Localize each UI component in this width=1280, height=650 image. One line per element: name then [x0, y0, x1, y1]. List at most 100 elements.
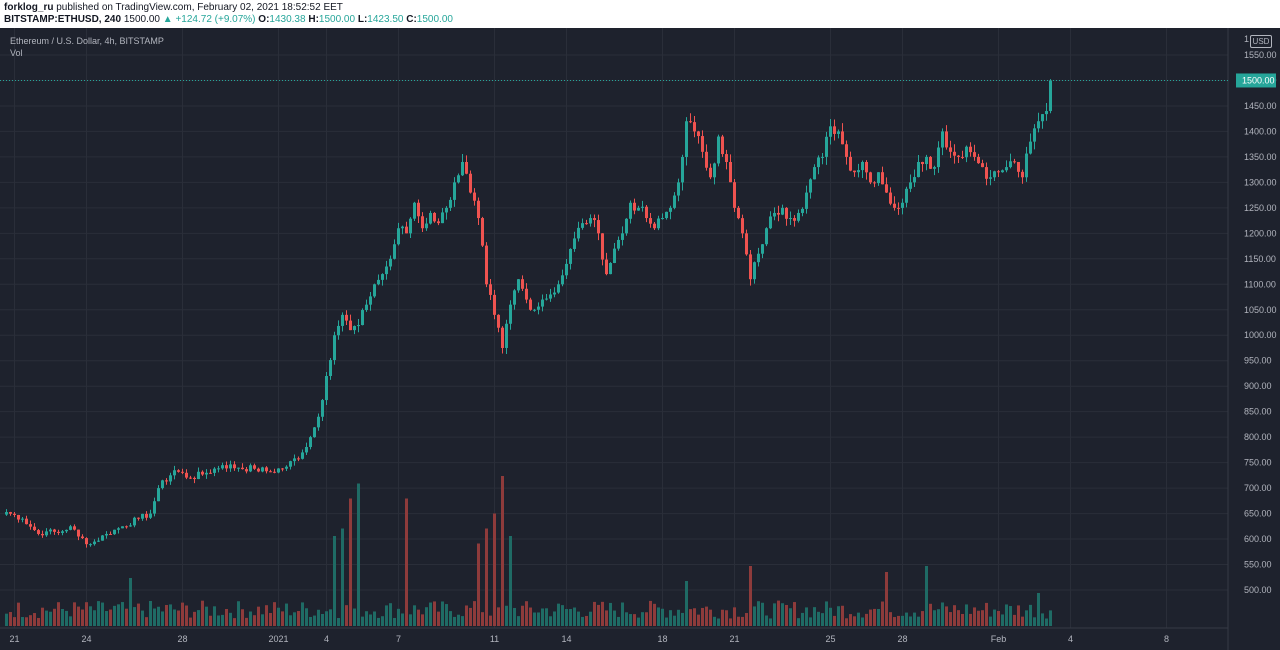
volume-bar — [117, 604, 120, 626]
volume-bar — [465, 605, 468, 626]
candle-body — [961, 156, 964, 158]
volume-bar — [873, 608, 876, 626]
candle-body — [121, 526, 124, 529]
candle-body — [105, 533, 108, 536]
y-tick-label: 1250.00 — [1244, 203, 1277, 213]
candle-body — [825, 136, 828, 157]
volume-bar — [905, 612, 908, 626]
candle-body — [5, 512, 8, 515]
candle-body — [1013, 161, 1016, 163]
volume-bar — [957, 610, 960, 626]
volume-bar — [841, 605, 844, 626]
candle-body — [197, 471, 200, 480]
volume-bar — [57, 602, 60, 626]
volume-bar — [217, 615, 220, 626]
candle-body — [461, 162, 464, 176]
candle-body — [437, 221, 440, 224]
candle-body — [725, 154, 728, 162]
author-name[interactable]: forklog_ru — [4, 2, 54, 13]
candle-body — [109, 533, 112, 535]
candle-body — [125, 526, 128, 528]
volume-bar — [73, 602, 76, 626]
candle-body — [989, 177, 992, 179]
volume-bar — [773, 603, 776, 626]
candle-body — [225, 465, 228, 469]
volume-bar — [529, 607, 532, 626]
candle-body — [701, 136, 704, 152]
volume-bar — [405, 498, 408, 626]
volume-bar — [809, 617, 812, 626]
volume-bar — [745, 613, 748, 626]
volume-bar — [833, 615, 836, 626]
candle-body — [997, 171, 1000, 173]
volume-bar — [101, 602, 104, 626]
volume-bar — [233, 618, 236, 626]
volume-bar — [489, 615, 492, 626]
volume-bar — [661, 608, 664, 626]
candle-body — [237, 467, 240, 469]
x-tick-label: 4 — [324, 634, 329, 644]
volume-bar — [369, 614, 372, 626]
candle-body — [637, 207, 640, 211]
volume-bar — [5, 613, 8, 626]
candle-body — [321, 400, 324, 417]
volume-bar — [241, 609, 244, 626]
volume-bar — [941, 602, 944, 626]
volume-bar — [657, 607, 660, 626]
volume-bar — [109, 609, 112, 626]
candle-body — [809, 179, 812, 193]
candle-body — [869, 172, 872, 183]
candle-body — [789, 218, 792, 220]
x-tick-label: 11 — [490, 634, 499, 644]
candle-body — [57, 531, 60, 533]
candle-body — [857, 170, 860, 173]
y-tick-label-top: 1 — [1244, 34, 1249, 44]
volume-bar — [29, 615, 32, 626]
candle-body — [201, 471, 204, 475]
candle-body — [1049, 80, 1052, 112]
chart-area[interactable]: 500.00 550.00 600.00 650.00 700.00 750.00 800.… — [0, 28, 1280, 650]
candle-body — [837, 131, 840, 134]
candle-body — [361, 310, 364, 326]
currency-button[interactable]: USD — [1250, 35, 1272, 48]
volume-bar — [937, 609, 940, 626]
candle-body — [41, 533, 44, 536]
candle-body — [501, 327, 504, 348]
volume-bar — [945, 606, 948, 626]
candle-body — [941, 131, 944, 148]
candle-body — [481, 218, 484, 246]
x-tick-label: 21 — [729, 634, 739, 644]
volume-bar — [401, 613, 404, 626]
last-price-label: 1500.00 — [1242, 75, 1275, 85]
volume-bar — [765, 615, 768, 626]
volume-bar — [825, 601, 828, 626]
volume-bar — [629, 614, 632, 626]
chart-title: Ethereum / U.S. Dollar, 4h, BITSTAMP — [10, 36, 164, 46]
candle-body — [441, 212, 444, 224]
y-tick-label: 600.00 — [1244, 534, 1272, 544]
candle-body — [617, 239, 620, 249]
volume-bar — [53, 608, 56, 626]
candle-body — [709, 167, 712, 178]
volume-bar — [485, 528, 488, 626]
volume-bar — [1029, 604, 1032, 626]
volume-bar — [1017, 605, 1020, 626]
volume-bar — [893, 617, 896, 626]
candlestick-chart[interactable]: 500.00 550.00 600.00 650.00 700.00 750.00 800.… — [0, 28, 1280, 650]
volume-bar — [669, 610, 672, 626]
volume-bar — [37, 617, 40, 626]
candle-body — [133, 517, 136, 526]
x-tick-label: 18 — [657, 634, 667, 644]
volume-bar — [313, 615, 316, 626]
candle-body — [333, 335, 336, 361]
symbol-label: BITSTAMP:ETHUSD, 240 — [4, 14, 122, 25]
volume-bar — [25, 617, 28, 626]
candle-body — [117, 528, 120, 530]
candle-body — [521, 279, 524, 289]
volume-bar — [685, 581, 688, 626]
volume-bar — [17, 602, 20, 626]
volume-bar — [877, 608, 880, 626]
volume-bar — [1033, 617, 1036, 626]
volume-bar — [345, 605, 348, 626]
candle-body — [433, 212, 436, 222]
